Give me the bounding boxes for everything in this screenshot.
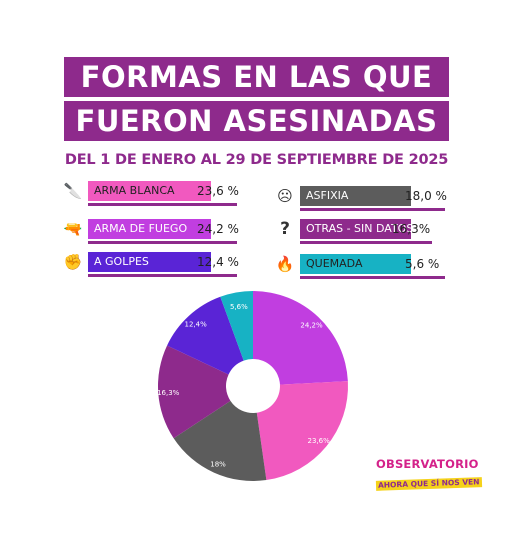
slice-a-golpes [167, 296, 244, 375]
slice-data-label: 23,6% [307, 437, 330, 445]
legend-label: ASFIXIA [300, 186, 411, 206]
legend-underline [88, 274, 237, 277]
dizzy-face-icon: ☹ [277, 187, 293, 205]
slice-data-label: 12,4% [185, 320, 208, 328]
gun-icon: 🔫 [63, 220, 83, 238]
legend-label: ARMA BLANCA [88, 181, 211, 201]
legend-underline [88, 203, 237, 206]
slice-data-label: 18% [210, 460, 226, 468]
logo-tagline: AHORA QUE SÍ NOS VEN [375, 477, 482, 491]
slice-arma-blanca [256, 381, 348, 481]
slice-arma-de-fuego [253, 291, 348, 385]
legend-underline [300, 241, 432, 244]
logo-title: OBSERVATORIO [376, 457, 479, 471]
slice-data-label: 16,3% [157, 389, 180, 397]
legend-percentage: 16,3% [392, 222, 431, 236]
question-icon: ? [280, 219, 290, 239]
date-range-subtitle: DEL 1 DE ENERO AL 29 DE SEPTIEMBRE DE 20… [64, 152, 449, 168]
slice-quemada [220, 291, 253, 361]
legend-underline [300, 208, 445, 211]
slice-data-label: 5,6% [230, 303, 248, 311]
slice-asfixia [173, 400, 267, 481]
slice-otras-sin-datos [158, 345, 231, 439]
legend-percentage: 24,2 % [197, 222, 239, 236]
legend-percentage: 18,0 % [405, 189, 447, 203]
title-line-2: FUERON ASESINADAS [64, 101, 449, 141]
legend-label: ARMA DE FUEGO [88, 219, 211, 239]
observatorio-logo: OBSERVATORIO AHORA QUE SÍ NOS VEN [375, 457, 482, 491]
legend-underline [300, 276, 445, 279]
legend-label: QUEMADA [300, 254, 411, 274]
fire-icon: 🔥 [275, 255, 295, 273]
legend-label: OTRAS - SIN DATOS [300, 219, 413, 239]
legend-percentage: 23,6 % [197, 184, 239, 198]
legend-percentage: 12,4 % [197, 255, 239, 269]
slice-data-label: 24,2% [300, 321, 323, 329]
fist-icon: ✊ [63, 253, 83, 271]
legend-percentage: 5,6 % [405, 257, 440, 271]
title-line-1: FORMAS EN LAS QUE [64, 57, 449, 97]
legend-label: A GOLPES [88, 252, 211, 272]
knife-icon: 🔪 [63, 182, 83, 200]
legend-underline [88, 241, 237, 244]
